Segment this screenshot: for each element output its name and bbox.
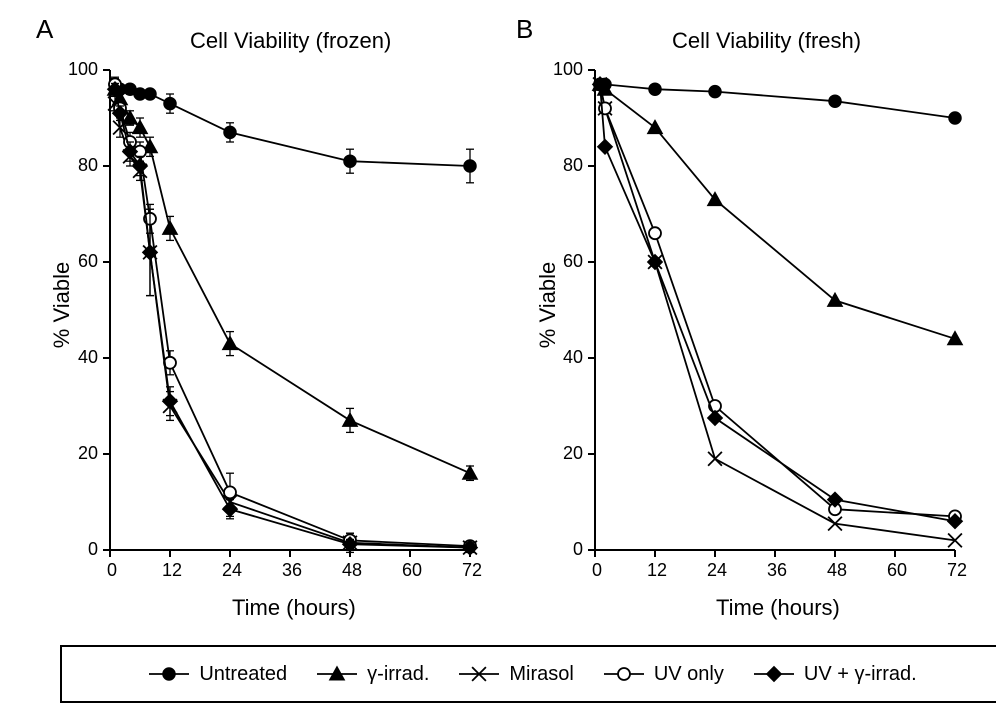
x-tick-label: 60 xyxy=(400,560,424,581)
x-tick-label: 24 xyxy=(705,560,729,581)
x-tick-label: 24 xyxy=(220,560,244,581)
legend-marker-filled-circle xyxy=(147,664,191,684)
legend-label: UV + γ-irrad. xyxy=(804,663,917,686)
panel-title-a: Cell Viability (frozen) xyxy=(190,28,391,54)
x-tick-label: 36 xyxy=(280,560,304,581)
x-tick-label: 72 xyxy=(945,560,969,581)
x-label-b: Time (hours) xyxy=(716,595,840,621)
x-tick-label: 60 xyxy=(885,560,909,581)
legend-item: UV + γ-irrad. xyxy=(752,663,917,686)
legend-label: Mirasol xyxy=(509,663,573,686)
legend-marker-x xyxy=(457,664,501,684)
legend-label: γ-irrad. xyxy=(367,663,429,686)
x-tick-label: 36 xyxy=(765,560,789,581)
panel-letter-b: B xyxy=(516,14,533,45)
y-tick-label: 20 xyxy=(563,443,583,464)
legend-box: Untreated γ-irrad. Mirasol UV only UV + γ-ir… xyxy=(60,645,996,703)
y-label-a: % Viable xyxy=(49,255,75,355)
legend-item: UV only xyxy=(602,663,724,686)
legend-label: UV only xyxy=(654,663,724,686)
y-tick-label: 0 xyxy=(573,539,583,560)
legend-item: γ-irrad. xyxy=(315,663,429,686)
y-tick-label: 100 xyxy=(553,59,583,80)
y-tick-label: 100 xyxy=(68,59,98,80)
x-tick-label: 48 xyxy=(825,560,849,581)
y-tick-label: 60 xyxy=(563,251,583,272)
x-tick-label: 12 xyxy=(160,560,184,581)
y-tick-label: 80 xyxy=(78,155,98,176)
panel-title-b: Cell Viability (fresh) xyxy=(672,28,861,54)
plot-a xyxy=(96,56,484,564)
legend-marker-filled-diamond xyxy=(752,664,796,684)
y-label-b: % Viable xyxy=(535,255,561,355)
y-tick-label: 20 xyxy=(78,443,98,464)
x-tick-label: 72 xyxy=(460,560,484,581)
x-tick-label: 48 xyxy=(340,560,364,581)
y-tick-label: 80 xyxy=(563,155,583,176)
legend-item: Mirasol xyxy=(457,663,573,686)
plot-b xyxy=(581,56,969,564)
x-tick-label: 12 xyxy=(645,560,669,581)
x-tick-label: 0 xyxy=(585,560,609,581)
legend-item: Untreated xyxy=(147,663,287,686)
figure-root: A Cell Viability (frozen) % Viable Time … xyxy=(0,0,996,719)
y-tick-label: 0 xyxy=(88,539,98,560)
y-tick-label: 40 xyxy=(563,347,583,368)
y-tick-label: 60 xyxy=(78,251,98,272)
panel-letter-a: A xyxy=(36,14,53,45)
x-label-a: Time (hours) xyxy=(232,595,356,621)
y-tick-label: 40 xyxy=(78,347,98,368)
x-tick-label: 0 xyxy=(100,560,124,581)
legend-label: Untreated xyxy=(199,663,287,686)
legend-marker-filled-triangle xyxy=(315,664,359,684)
legend-marker-open-circle xyxy=(602,664,646,684)
